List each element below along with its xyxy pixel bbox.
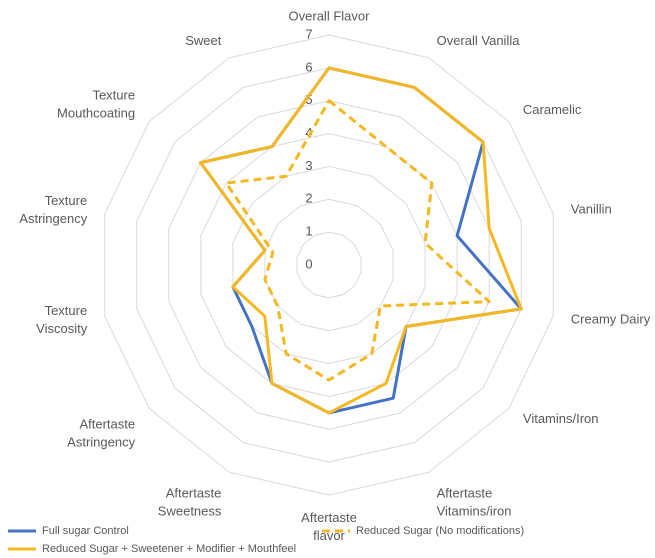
category-label: Sweet <box>185 33 222 48</box>
grid-ring <box>104 34 554 496</box>
category-label: Caramelic <box>523 102 582 117</box>
category-label: Aftertaste flavor <box>301 510 357 543</box>
radial-tick-label: 2 <box>305 191 312 206</box>
category-label: Texture Astringency <box>19 193 87 226</box>
category-label: Aftertaste Astringency <box>67 417 135 450</box>
radial-tick-label: 3 <box>305 158 312 173</box>
legend-label: Reduced Sugar (No modifications) <box>356 525 524 537</box>
category-label: Overall Vanilla <box>437 33 521 48</box>
legend-label: Full sugar Control <box>42 525 129 537</box>
radial-tick-label: 6 <box>305 59 312 74</box>
category-label: Vitamins/Iron <box>523 411 599 426</box>
series-line <box>224 99 491 382</box>
grid-ring <box>264 198 394 332</box>
series-line <box>199 66 523 415</box>
grid-ring <box>232 165 426 365</box>
grid-ring <box>296 231 362 299</box>
legend-label: Reduced Sugar + Sweetener + Modifier + M… <box>42 543 296 555</box>
category-label: Aftertaste Vitamins/iron <box>437 486 512 519</box>
category-label: Overall Flavor <box>289 8 371 23</box>
category-label: Texture Viscosity <box>36 304 88 337</box>
category-label: Texture Mouthcoating <box>57 88 135 121</box>
category-label: Creamy Dairy <box>571 312 651 327</box>
radial-tick-label: 4 <box>305 125 312 140</box>
category-label: Aftertaste Sweetness <box>158 486 222 519</box>
category-label: Vanillin <box>571 201 612 216</box>
radial-tick-label: 0 <box>305 256 312 271</box>
radial-tick-label: 7 <box>305 26 312 41</box>
radial-tick-label: 1 <box>305 224 312 239</box>
grid-ring <box>136 67 522 463</box>
grid-ring <box>168 100 490 430</box>
radial-tick-label: 5 <box>305 92 312 107</box>
grid-ring <box>200 133 458 397</box>
